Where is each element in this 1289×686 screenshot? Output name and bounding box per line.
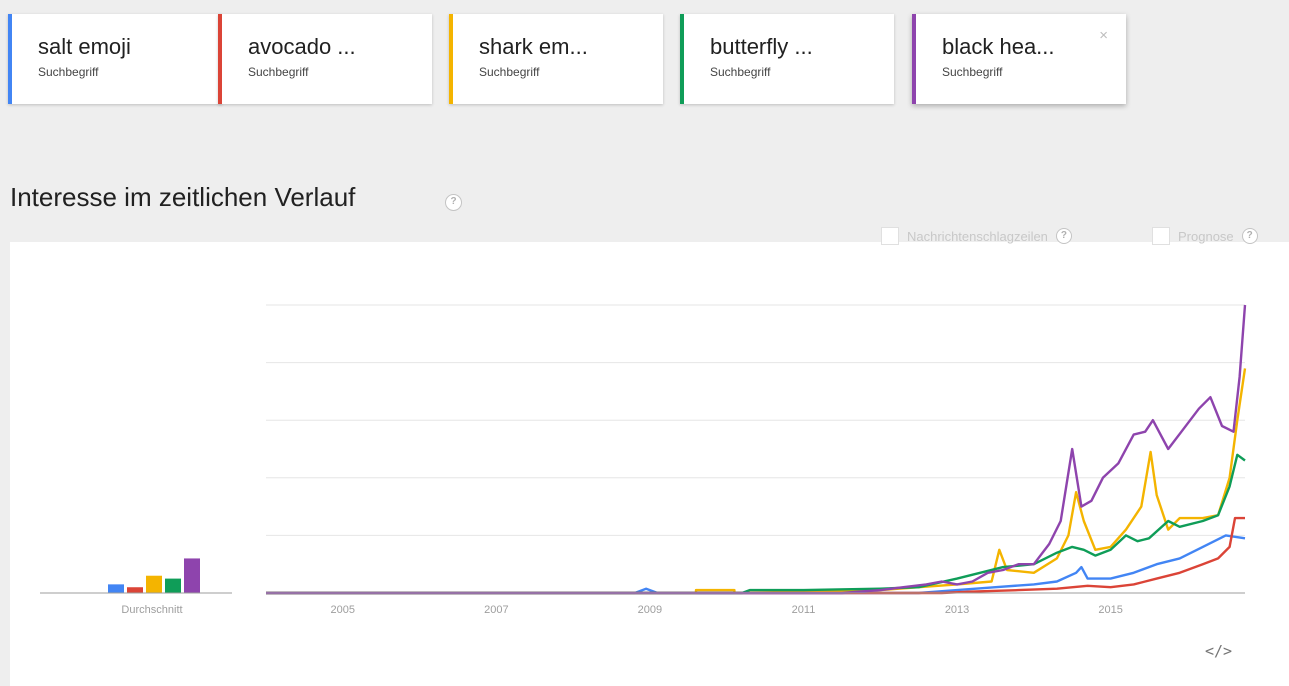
section-title: Interesse im zeitlichen Verlauf xyxy=(10,182,356,212)
forecast-label: Prognose xyxy=(1178,228,1234,244)
series-line xyxy=(266,534,1246,595)
term-label: shark em... xyxy=(479,34,588,59)
forecast-checkbox[interactable] xyxy=(1152,227,1170,245)
average-bar xyxy=(165,578,181,593)
x-tick-label: 2015 xyxy=(1098,604,1122,616)
average-bar xyxy=(146,575,162,593)
chart-gridlines xyxy=(266,304,1245,536)
term-label: black hea... xyxy=(942,34,1055,59)
term-type: Suchbegriff xyxy=(710,65,771,79)
term-type: Suchbegriff xyxy=(248,65,309,79)
news-headlines-checkbox[interactable] xyxy=(881,227,899,245)
x-tick-label: 2007 xyxy=(484,604,508,616)
term-label: butterfly ... xyxy=(710,34,813,59)
term-card-salt-emoji[interactable]: salt emoji Suchbegriff xyxy=(8,14,222,104)
term-type: Suchbegriff xyxy=(38,65,99,79)
news-headlines-label: Nachrichtenschlagzeilen xyxy=(907,228,1048,244)
term-card-black-heart-emoji[interactable]: black hea... Suchbegriff × xyxy=(912,14,1126,104)
average-bar xyxy=(184,558,200,593)
news-headlines-option[interactable]: Nachrichtenschlagzeilen ? xyxy=(881,227,1072,245)
term-card-shark-emoji[interactable]: shark em... Suchbegriff xyxy=(449,14,663,104)
x-tick-label: 2011 xyxy=(792,604,816,616)
embed-code-icon[interactable]: </> xyxy=(1205,642,1233,660)
x-tick-label: 2005 xyxy=(331,604,355,616)
average-bar xyxy=(108,584,124,593)
x-tick-label: 2013 xyxy=(945,604,969,616)
help-icon[interactable]: ? xyxy=(1055,228,1072,244)
close-icon[interactable]: × xyxy=(1099,27,1108,44)
series-line xyxy=(266,453,1246,595)
term-type: Suchbegriff xyxy=(479,65,540,79)
term-label: salt emoji xyxy=(38,34,131,59)
help-icon[interactable]: ? xyxy=(445,194,462,211)
series-line xyxy=(266,368,1247,595)
series-line xyxy=(266,304,1247,595)
series-lines xyxy=(266,304,1247,595)
help-icon[interactable]: ? xyxy=(1241,228,1258,244)
x-axis: 2005 2007 2009 2011 2013 2015 Durchschnitt xyxy=(40,592,1245,616)
chart-panel xyxy=(10,242,1289,686)
average-label: Durchschnitt xyxy=(121,604,182,616)
term-label: avocado ... xyxy=(248,34,356,59)
average-bar xyxy=(127,587,143,593)
term-card-avocado-emoji[interactable]: avocado ... Suchbegriff xyxy=(218,14,432,104)
forecast-option[interactable]: Prognose ? xyxy=(1152,227,1258,245)
series-line xyxy=(266,516,1245,595)
term-card-butterfly-emoji[interactable]: butterfly ... Suchbegriff xyxy=(680,14,894,104)
average-bars xyxy=(108,558,200,593)
term-type: Suchbegriff xyxy=(942,65,1003,79)
x-tick-label: 2009 xyxy=(638,604,662,616)
